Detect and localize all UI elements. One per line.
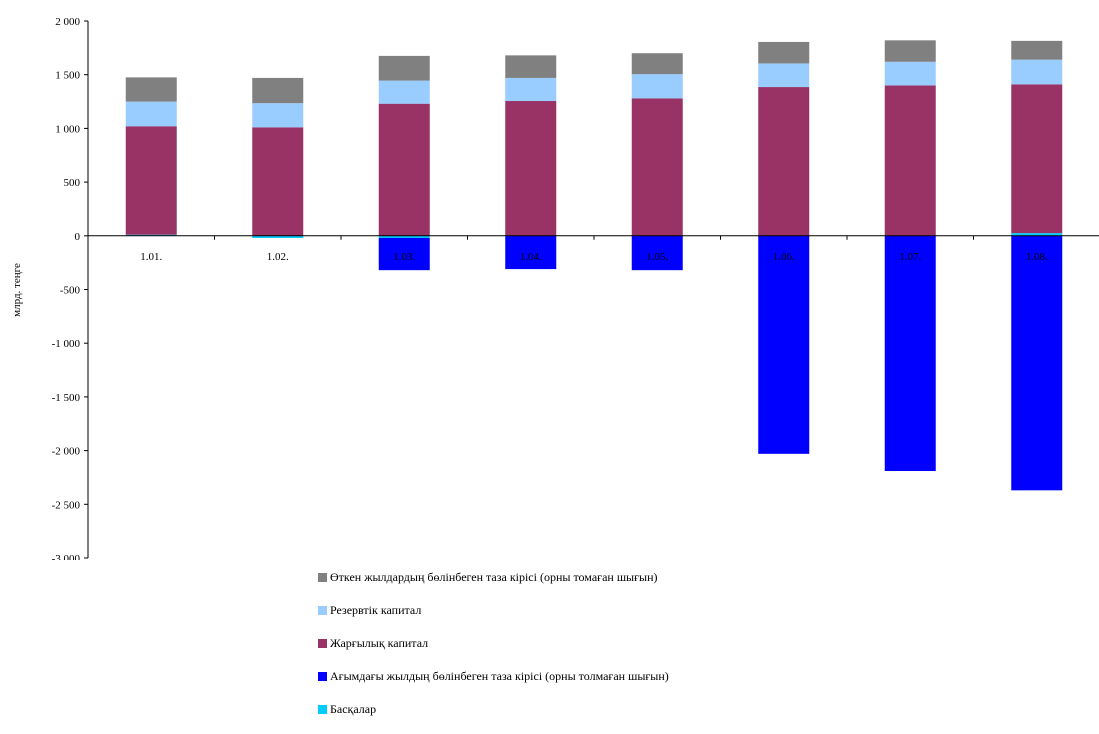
- y-tick-label: -1 000: [52, 338, 81, 350]
- y-tick-label: 1 000: [55, 123, 80, 135]
- bar-segment: [125, 101, 177, 127]
- y-tick-label: 0: [75, 231, 81, 243]
- bar-segment: [1011, 59, 1063, 85]
- bar-segment: [758, 87, 810, 236]
- x-category-label: 1.04.: [520, 251, 542, 263]
- x-axis: 1.01. 1.02. 1.03. 1.04. 1.05. 1.06. 1.07. 1.08.: [87, 235, 1099, 263]
- legend: Өткен жылдардың бөлінбеген таза кірісі (…: [318, 569, 669, 734]
- legend-swatch: [318, 572, 327, 582]
- bar-segment: [884, 85, 936, 236]
- y-axis-label: млрд. теңге: [11, 263, 23, 317]
- bar-segment: [1011, 84, 1063, 234]
- bar-segment: [758, 41, 810, 64]
- bar-segment: [252, 235, 304, 238]
- bar-segment: [505, 235, 557, 270]
- bar-segment: [505, 101, 557, 236]
- y-tick-label: -500: [60, 285, 81, 297]
- stacked-bar-chart: 2 000 1 500 1 000 500 0 -500 -1 000 -1 500 -2 00…: [11, 16, 1099, 560]
- bar-segment: [758, 63, 810, 88]
- bar-segment: [378, 80, 430, 104]
- bars-group: [125, 40, 1063, 491]
- x-category-label: 1.02.: [267, 251, 289, 263]
- bar-segment: [125, 77, 177, 102]
- y-tick-label: -2 000: [52, 446, 81, 458]
- bar-segment: [378, 237, 430, 271]
- y-tick-label: 1 500: [55, 70, 80, 82]
- legend-label: Жарғылық капитал: [330, 635, 429, 650]
- y-tick-label: -3 000: [52, 553, 81, 560]
- x-category-label: 1.05.: [646, 251, 668, 263]
- bar-segment: [505, 55, 557, 78]
- bar-segment: [252, 77, 304, 104]
- legend-swatch: [318, 704, 327, 714]
- bar-segment: [758, 235, 810, 454]
- bar-segment: [125, 126, 177, 235]
- bar-segment: [631, 98, 683, 236]
- y-tick-label: -2 500: [52, 499, 81, 511]
- legend-item: Өткен жылдардың бөлінбеген таза кірісі (…: [318, 569, 669, 585]
- bar-segment: [884, 61, 936, 86]
- legend-swatch: [318, 638, 327, 648]
- bar-segment: [1011, 40, 1063, 60]
- x-category-label: 1.07.: [899, 251, 921, 263]
- bar-segment: [1011, 235, 1063, 491]
- y-axis: 2 000 1 500 1 000 500 0 -500 -1 000 -1 500 -2 00…: [52, 16, 89, 560]
- x-category-label: 1.08.: [1026, 251, 1048, 263]
- bar-segment: [378, 103, 430, 236]
- legend-label: Резервтік капитал: [330, 602, 422, 617]
- bar-segment: [125, 234, 177, 236]
- bar-segment: [378, 55, 430, 81]
- bar-segment: [252, 103, 304, 128]
- bar-segment: [631, 53, 683, 75]
- legend-item: Ағымдағы жылдың бөлінбеген таза кірісі (…: [318, 668, 669, 684]
- bar-segment: [631, 74, 683, 99]
- legend-label: Өткен жылдардың бөлінбеген таза кірісі (…: [330, 569, 658, 584]
- legend-swatch: [318, 671, 327, 681]
- y-tick-label: 500: [64, 177, 81, 189]
- x-category-label: 1.03.: [393, 251, 415, 263]
- y-tick-label: 2 000: [55, 16, 80, 28]
- bar-segment: [884, 40, 936, 62]
- legend-label: Басқалар: [330, 701, 377, 716]
- bar-segment: [1011, 233, 1063, 236]
- legend-item: Басқалар: [318, 701, 669, 717]
- x-category-label: 1.06.: [773, 251, 795, 263]
- y-tick-label: -1 500: [52, 392, 81, 404]
- bar-segment: [378, 235, 430, 238]
- legend-item: Резервтік капитал: [318, 602, 669, 618]
- legend-item: Жарғылық капитал: [318, 635, 669, 651]
- bar-segment: [884, 235, 936, 472]
- bar-segment: [505, 77, 557, 102]
- bar-segment: [252, 127, 304, 236]
- legend-label: Ағымдағы жылдың бөлінбеген таза кірісі (…: [330, 668, 669, 683]
- bar-segment: [631, 235, 683, 271]
- legend-swatch: [318, 605, 327, 615]
- x-category-label: 1.01.: [140, 251, 162, 263]
